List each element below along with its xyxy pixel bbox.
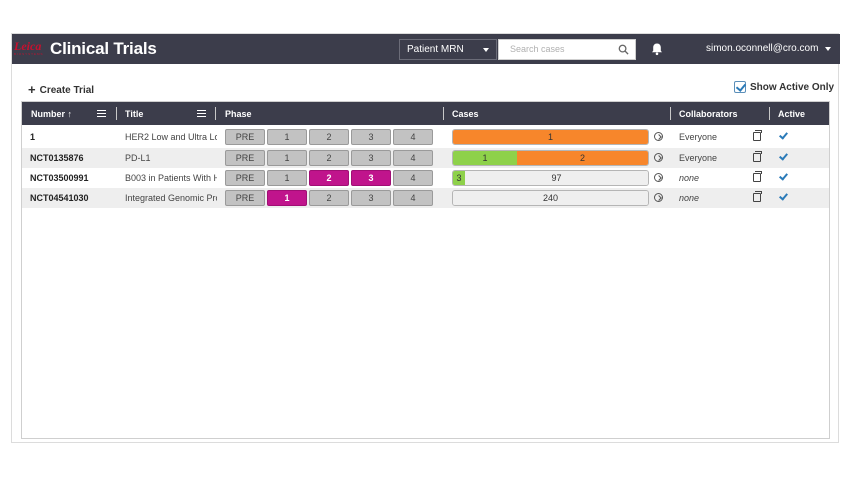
collaborators-value: none xyxy=(679,173,700,183)
cases-segment: 1 xyxy=(453,130,648,144)
leica-logo: Leica BIOSYSTEMS xyxy=(14,40,44,58)
column-header-phase[interactable]: Phase xyxy=(225,109,252,119)
column-header-active[interactable]: Active xyxy=(778,109,806,119)
top-bar: Leica BIOSYSTEMS Clinical Trials Patient… xyxy=(12,34,840,64)
copy-icon[interactable] xyxy=(753,171,762,182)
column-header-title[interactable]: Title xyxy=(125,109,144,119)
phase-chip[interactable]: PRE xyxy=(225,129,265,145)
search-input[interactable]: Search cases xyxy=(498,39,636,60)
show-active-only-label: Show Active Only xyxy=(750,82,835,93)
phase-chip[interactable]: 2 xyxy=(309,170,349,186)
phase-chip[interactable]: 1 xyxy=(267,129,307,145)
cases-segment: 3 xyxy=(453,171,465,185)
page-title: Clinical Trials xyxy=(50,39,157,58)
collaborators-value: Everyone xyxy=(679,132,718,142)
sort-up-icon[interactable]: ↑ xyxy=(67,109,73,119)
create-trial-button[interactable]: + Create Trial xyxy=(28,81,95,97)
phase-chip[interactable]: 4 xyxy=(393,190,433,206)
app-window: Leica BIOSYSTEMS Clinical Trials Patient… xyxy=(11,33,840,443)
phase-chip[interactable]: 3 xyxy=(351,170,391,186)
cases-bar[interactable]: 3 97 xyxy=(452,170,649,186)
chevron-down-icon xyxy=(483,48,489,52)
trial-title: PD-L1 xyxy=(125,153,151,163)
phase-chip[interactable]: PRE xyxy=(225,170,265,186)
column-header-number[interactable]: Number ↑ xyxy=(31,109,72,119)
collaborators-value: Everyone xyxy=(679,153,718,163)
column-header-collaborators[interactable]: Collaborators xyxy=(679,109,738,119)
phase-chip[interactable]: 3 xyxy=(351,190,391,206)
checkbox-checked-icon[interactable] xyxy=(734,81,746,93)
logo-subtext: BIOSYSTEMS xyxy=(14,52,44,56)
trial-number: NCT03500991 xyxy=(30,173,89,183)
phase-chip[interactable]: 1 xyxy=(267,190,307,206)
column-number-label: Number xyxy=(31,109,66,119)
phase-chip[interactable]: PRE xyxy=(225,190,265,206)
show-active-only-toggle[interactable]: Show Active Only xyxy=(734,81,834,93)
open-cases-icon[interactable] xyxy=(654,153,663,162)
plus-icon: + xyxy=(28,82,36,97)
column-menu-icon[interactable] xyxy=(97,110,106,117)
phase-chip[interactable]: 2 xyxy=(309,150,349,166)
create-trial-label: Create Trial xyxy=(39,85,95,96)
trial-title: HER2 Low and Ultra Low xyxy=(125,132,217,142)
table-row[interactable]: NCT04541030 Integrated Genomic Pros PRE 1 2 3… xyxy=(22,188,829,208)
column-divider xyxy=(116,107,117,120)
column-divider xyxy=(443,107,444,120)
search-type-select[interactable]: Patient MRN xyxy=(399,39,497,60)
open-cases-icon[interactable] xyxy=(654,132,663,141)
cases-bar[interactable]: 240 xyxy=(452,190,649,206)
trial-number: NCT0135876 xyxy=(30,153,84,163)
table-row[interactable]: NCT0135876 PD-L1 PRE 1 2 3 4 1 2 Everyone xyxy=(22,148,829,168)
column-divider xyxy=(215,107,216,120)
table-row[interactable]: NCT03500991 B003 in Patients With HE PRE 1 2… xyxy=(22,168,829,188)
trial-title: Integrated Genomic Pros xyxy=(125,193,217,203)
trials-table: Number ↑ Title Phase Cases Collaborators… xyxy=(21,101,830,439)
cases-segment: 2 xyxy=(517,151,648,165)
open-cases-icon[interactable] xyxy=(654,173,663,182)
trial-title: B003 in Patients With HE xyxy=(125,173,217,183)
search-placeholder: Search cases xyxy=(510,44,565,54)
open-cases-icon[interactable] xyxy=(654,193,663,202)
cases-bar[interactable]: 1 xyxy=(452,129,649,145)
phase-chip[interactable]: 3 xyxy=(351,150,391,166)
cases-segment: 1 xyxy=(453,151,517,165)
search-type-value: Patient MRN xyxy=(407,44,464,55)
logo-wordmark: Leica xyxy=(14,39,42,53)
chevron-down-icon[interactable] xyxy=(825,47,831,51)
active-check-icon xyxy=(779,171,788,181)
phase-chip[interactable]: 2 xyxy=(309,190,349,206)
cases-segment: 97 xyxy=(465,171,648,185)
copy-icon[interactable] xyxy=(753,191,762,202)
phase-chip[interactable]: 1 xyxy=(267,170,307,186)
table-header: Number ↑ Title Phase Cases Collaborators… xyxy=(22,102,829,125)
phase-chip[interactable]: PRE xyxy=(225,150,265,166)
user-menu[interactable]: simon.oconnell@cro.com xyxy=(706,43,819,54)
trial-number: 1 xyxy=(30,132,36,142)
trial-number: NCT04541030 xyxy=(30,193,89,203)
column-divider xyxy=(769,107,770,120)
phase-chip[interactable]: 1 xyxy=(267,150,307,166)
table-row[interactable]: 1 HER2 Low and Ultra Low PRE 1 2 3 4 1 Everyone xyxy=(22,127,829,147)
phase-chip[interactable]: 3 xyxy=(351,129,391,145)
active-check-icon xyxy=(779,151,788,161)
copy-icon[interactable] xyxy=(753,130,762,141)
active-check-icon xyxy=(779,130,788,140)
phase-chip[interactable]: 4 xyxy=(393,129,433,145)
bell-icon[interactable] xyxy=(650,42,664,56)
collaborators-value: none xyxy=(679,193,700,203)
phase-chip[interactable]: 4 xyxy=(393,170,433,186)
search-icon[interactable] xyxy=(618,44,629,55)
phase-chip[interactable]: 2 xyxy=(309,129,349,145)
column-header-cases[interactable]: Cases xyxy=(452,109,479,119)
phase-chip[interactable]: 4 xyxy=(393,150,433,166)
column-menu-icon[interactable] xyxy=(197,110,206,117)
cases-segment: 240 xyxy=(453,191,648,205)
copy-icon[interactable] xyxy=(753,151,762,162)
column-divider xyxy=(670,107,671,120)
active-check-icon xyxy=(779,191,788,201)
